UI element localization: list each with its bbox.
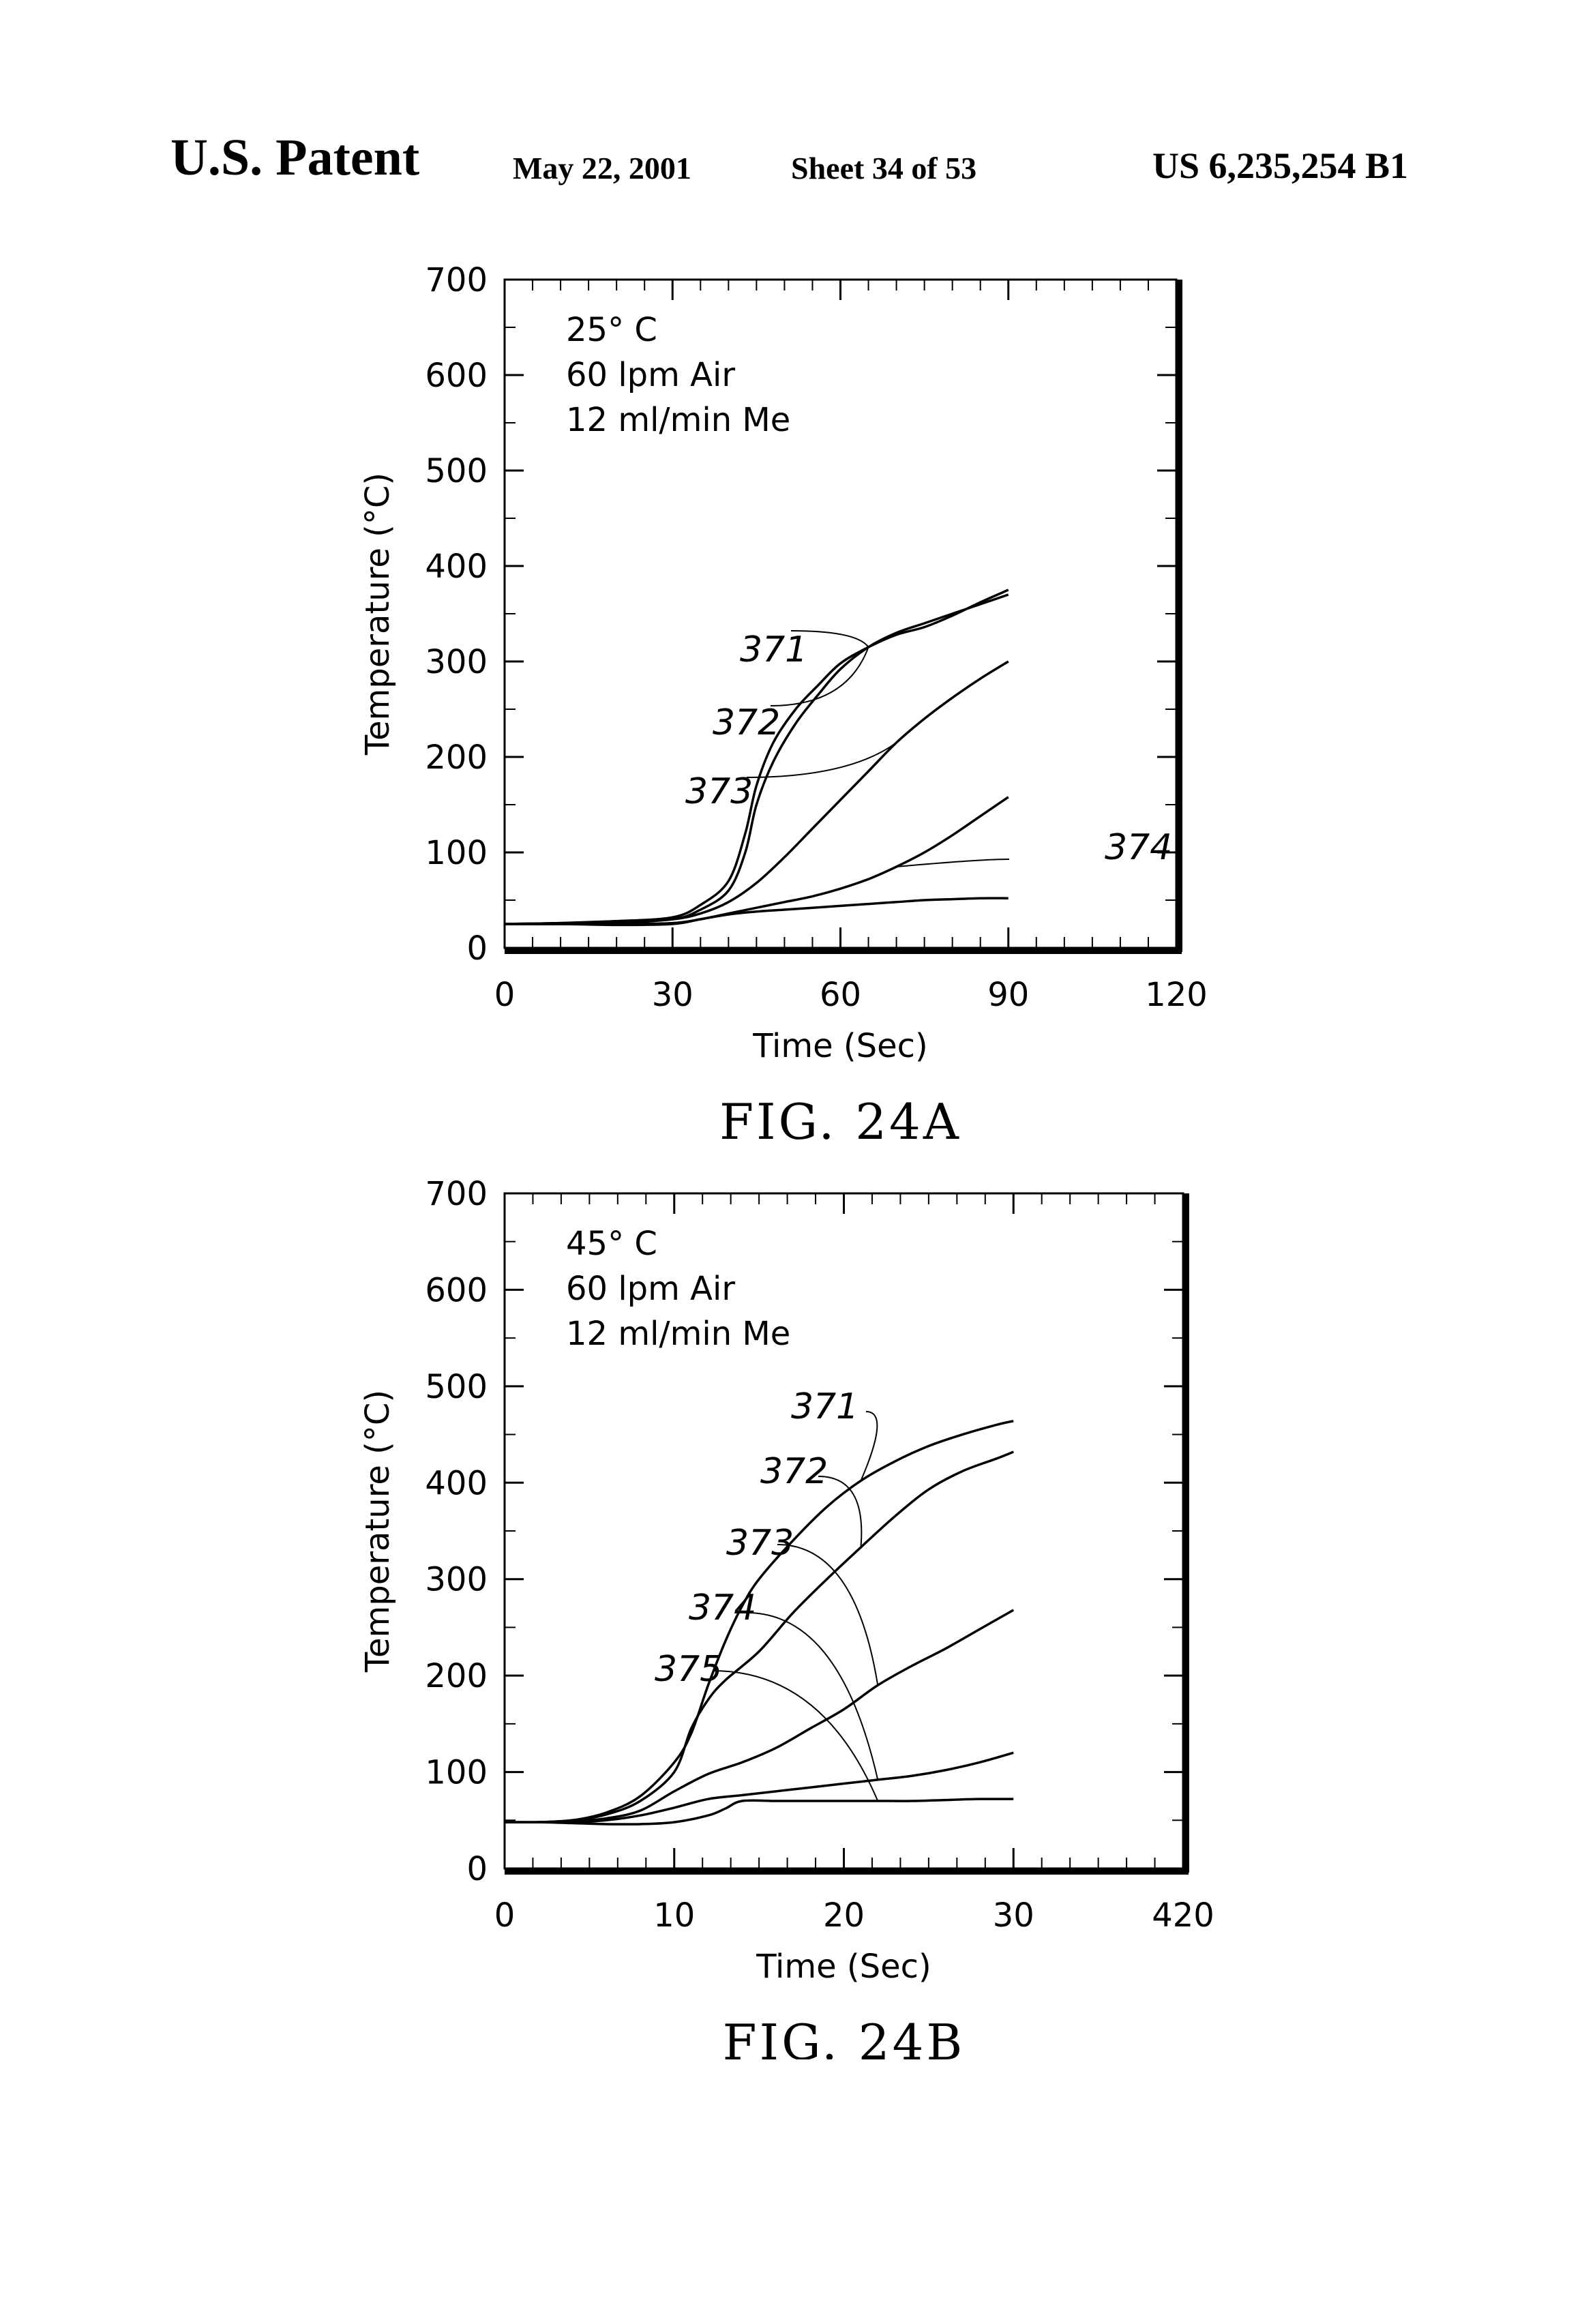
y-tick-label: 600 <box>425 357 488 395</box>
condition-annotation: 60 lpm Air <box>566 356 735 394</box>
series-line-373 <box>505 661 1009 924</box>
x-tick-label: 90 <box>987 976 1029 1014</box>
series-label: 373 <box>685 771 753 812</box>
series-label: 372 <box>760 1451 828 1492</box>
y-tick-label: 500 <box>425 452 488 490</box>
condition-annotation: 12 ml/min Me <box>566 401 790 439</box>
y-axis-title: Temperature (°C) <box>359 473 397 756</box>
header-date: May 22, 2001 <box>513 150 691 186</box>
condition-annotation: 60 lpm Air <box>566 1270 735 1308</box>
y-tick-label: 400 <box>425 548 488 586</box>
y-tick-label: 700 <box>425 261 488 299</box>
y-tick-label: 600 <box>425 1271 488 1309</box>
header-patent-number: US 6,235,254 B1 <box>1152 145 1408 187</box>
series-label: 371 <box>791 1386 859 1427</box>
series-label: 374 <box>689 1588 756 1628</box>
series-line-374 <box>505 797 1009 924</box>
x-tick-label: 0 <box>494 1896 516 1935</box>
y-tick-label: 500 <box>425 1368 488 1406</box>
y-tick-label: 100 <box>425 1754 488 1792</box>
figure-24a: 0 100 200 300 400 500 600 700 0 30 60 90 120 Time (Se… <box>0 259 1582 1146</box>
series-line-374 <box>505 1753 1013 1822</box>
x-tick-label: 120 <box>1145 976 1208 1014</box>
y-axis-title: Temperature (°C) <box>359 1390 397 1673</box>
condition-annotation: 45° C <box>566 1225 657 1263</box>
series-leader-line <box>747 1613 878 1780</box>
series-line-371 <box>505 1421 1013 1823</box>
y-tick-label: 100 <box>425 834 488 872</box>
x-tick-label: 30 <box>652 976 693 1014</box>
x-tick-label: 420 <box>1152 1896 1214 1935</box>
series-line-baseline <box>505 898 1009 925</box>
y-tick-label: 300 <box>425 643 488 681</box>
series-label: 371 <box>740 629 807 670</box>
series-label: 375 <box>655 1649 722 1690</box>
condition-annotation: 12 ml/min Me <box>566 1315 790 1353</box>
condition-annotation: 25° C <box>566 311 657 349</box>
x-tick-label: 60 <box>820 976 861 1014</box>
series-leader-line <box>861 1412 877 1480</box>
y-tick-label: 300 <box>425 1561 488 1599</box>
series-leader-line <box>897 859 1009 867</box>
x-tick-label: 0 <box>494 976 516 1014</box>
series-label: 372 <box>713 702 780 743</box>
figure-caption: FIG. 24B <box>723 2014 966 2059</box>
x-tick-label: 30 <box>993 1896 1034 1935</box>
y-tick-label: 400 <box>425 1464 488 1502</box>
series-line-372 <box>505 1452 1013 1822</box>
y-tick-label: 200 <box>425 739 488 777</box>
y-tick-label: 200 <box>425 1657 488 1695</box>
header-patent-label: U.S. Patent <box>170 128 419 188</box>
x-tick-label: 10 <box>653 1896 695 1935</box>
x-axis-title: Time (Sec) <box>756 1948 931 1986</box>
y-tick-label: 700 <box>425 1175 488 1213</box>
series-label: 373 <box>726 1523 794 1564</box>
series-label: 374 <box>1105 827 1172 868</box>
x-axis-title: Time (Sec) <box>752 1027 928 1065</box>
y-tick-label: 0 <box>466 929 488 968</box>
x-tick-label: 20 <box>823 1896 865 1935</box>
series-line-373 <box>505 1610 1013 1822</box>
header-sheet: Sheet 34 of 53 <box>791 150 976 186</box>
y-tick-label: 0 <box>466 1850 488 1888</box>
figure-caption: FIG. 24A <box>719 1093 961 1146</box>
figure-24b: 0 100 200 300 400 500 600 700 0 10 20 30 420 Time (Se… <box>0 1173 1582 2059</box>
